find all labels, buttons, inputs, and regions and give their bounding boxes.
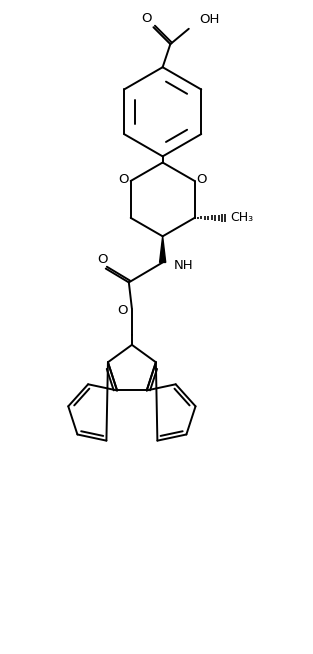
Text: O: O <box>141 12 152 25</box>
Polygon shape <box>160 236 166 262</box>
Text: O: O <box>117 303 128 317</box>
Text: OH: OH <box>200 13 220 26</box>
Text: NH: NH <box>173 259 193 272</box>
Text: O: O <box>97 252 107 266</box>
Text: O: O <box>119 173 129 186</box>
Text: CH₃: CH₃ <box>230 211 253 224</box>
Text: O: O <box>196 173 207 186</box>
